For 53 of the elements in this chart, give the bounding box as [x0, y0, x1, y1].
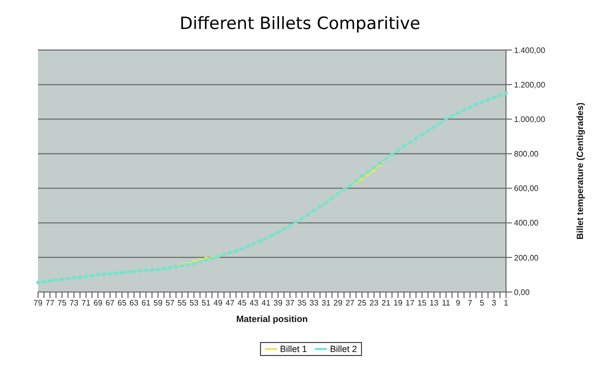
x-axis-title: Material position	[236, 314, 308, 324]
x-tick-label: 63	[130, 298, 139, 308]
y2-tick-label: 200,00	[514, 253, 540, 262]
x-tick-label: 41	[262, 298, 271, 308]
x-tick-label: 35	[298, 298, 307, 308]
x-tick-label: 73	[70, 298, 79, 308]
x-tick-label: 19	[394, 298, 403, 308]
y2-tick-label: 1.400,00	[514, 46, 546, 55]
y2-tick-label: 1.000,00	[514, 114, 546, 124]
legend-label: Billet 1	[280, 344, 307, 354]
x-tick-label: 71	[82, 298, 91, 308]
x-tick-label: 79	[34, 298, 43, 308]
y2-tick-label: 600,00	[514, 184, 540, 194]
x-tick-label: 61	[142, 298, 151, 308]
x-tick-label: 5	[480, 298, 485, 308]
x-tick-label: 69	[94, 298, 103, 308]
x-tick-label: 55	[178, 298, 187, 308]
x-tick-label: 3	[492, 298, 497, 308]
legend-label: Billet 2	[330, 344, 358, 354]
y2-tick-label: 400,00	[514, 218, 540, 228]
x-tick-label: 53	[190, 298, 199, 308]
x-tick-label: 51	[202, 298, 211, 308]
y2-axis-title: Billet temperature (Centigrades)	[575, 102, 586, 240]
x-tick-label: 11	[442, 298, 451, 308]
x-tick-label: 37	[286, 298, 295, 308]
x-tick-label: 43	[250, 298, 259, 308]
x-tick-label: 21	[382, 298, 391, 308]
x-tick-label: 17	[406, 298, 415, 308]
chart-title: Different Billets Comparitive	[178, 14, 422, 36]
x-tick-label: 77	[46, 298, 55, 308]
x-tick-label: 7	[468, 298, 473, 308]
x-tick-label: 25	[358, 298, 367, 308]
x-tick-label: 59	[154, 298, 163, 308]
y2-tick-label: 1.200,00	[514, 80, 546, 90]
x-tick-label: 57	[166, 298, 175, 308]
x-tick-label: 33	[310, 298, 319, 308]
x-tick-label: 67	[106, 298, 115, 308]
x-tick-label: 27	[346, 298, 355, 308]
x-tick-label: 9	[456, 298, 461, 308]
x-tick-label: 45	[238, 298, 247, 308]
x-tick-label: 49	[214, 298, 223, 308]
y2-tick-label: 800,00	[514, 150, 540, 159]
x-tick-label: 75	[58, 298, 67, 308]
y2-tick-label: 0,00	[514, 288, 530, 297]
x-tick-label: 65	[118, 298, 127, 308]
x-tick-label: 23	[370, 298, 379, 308]
x-tick-label: 29	[334, 298, 343, 308]
x-tick-label: 1	[504, 298, 509, 308]
x-tick-label: 31	[322, 298, 331, 308]
x-tick-label: 15	[418, 298, 427, 308]
x-tick-label: 13	[430, 298, 439, 308]
x-tick-label: 39	[274, 298, 283, 308]
x-tick-label: 47	[226, 298, 235, 308]
